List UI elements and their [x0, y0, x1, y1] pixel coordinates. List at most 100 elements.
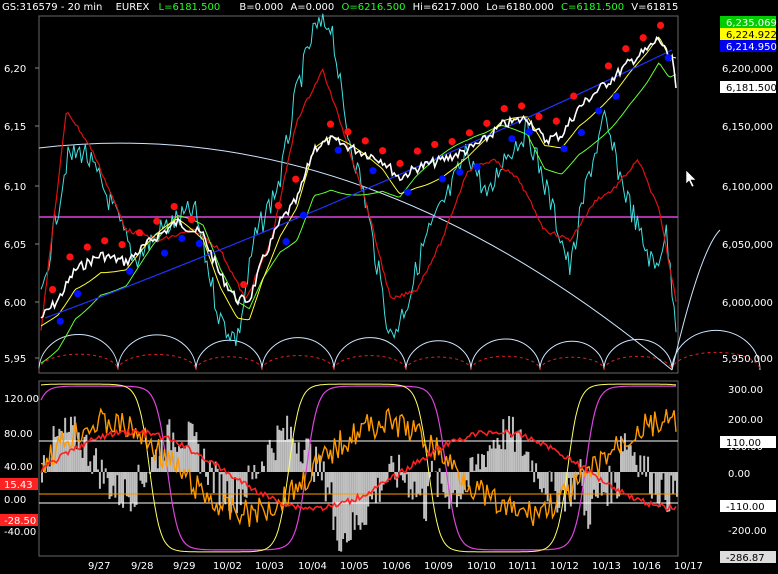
buy-dot	[334, 146, 342, 154]
histogram-bar	[455, 472, 458, 508]
histogram-bar	[110, 472, 113, 497]
price-line	[40, 35, 677, 319]
osc-tick-left: 120.00	[4, 394, 39, 405]
histogram-bar	[237, 472, 240, 490]
histogram-bar	[243, 472, 246, 497]
histogram-bar	[48, 466, 51, 472]
histogram-bar	[496, 437, 499, 472]
sell-dot	[170, 202, 178, 211]
sell-dot	[431, 140, 439, 149]
cycle-arc	[261, 337, 335, 371]
histogram-bar	[79, 449, 82, 472]
cycle-arc-large	[38, 142, 673, 371]
sell-dot	[500, 105, 508, 113]
histogram-bar	[154, 449, 157, 472]
histogram-bar	[577, 472, 580, 475]
histogram-bar	[558, 472, 561, 508]
exchange-label: EUREX	[115, 2, 150, 13]
histogram-bar	[639, 455, 642, 472]
osc-tick-left: -40.00	[4, 527, 36, 538]
sell-dot	[326, 120, 335, 128]
histogram-bar	[390, 455, 393, 472]
histogram-bar	[600, 472, 603, 496]
histogram-bar	[618, 472, 621, 497]
histogram-bar	[95, 448, 98, 472]
osc-left-tag: -28.50	[4, 516, 36, 527]
histogram-bar	[218, 472, 221, 506]
histogram-bar	[52, 426, 55, 472]
histogram-bar	[668, 472, 671, 512]
buy-dot	[473, 163, 481, 171]
date-label: 9/27	[88, 561, 110, 572]
histogram-bar	[212, 472, 215, 494]
histogram-bar	[382, 472, 385, 485]
buy-dot	[612, 92, 620, 100]
histogram-bar	[604, 472, 607, 493]
histogram-bar	[471, 456, 474, 472]
histogram-bar	[396, 472, 399, 488]
histogram-bar	[123, 472, 126, 480]
histogram-bar	[234, 472, 237, 478]
oscillator-panel[interactable]	[38, 380, 679, 557]
histogram-bar	[367, 472, 370, 507]
histogram-bar	[450, 472, 453, 503]
osc-left-tag-bg	[0, 514, 38, 526]
sell-dot	[135, 229, 144, 237]
cycle-arc	[333, 337, 407, 371]
histogram-bar	[365, 472, 368, 525]
date-label: 10/09	[424, 561, 453, 572]
sell-dot	[448, 137, 456, 146]
histogram-bar	[44, 472, 47, 473]
histogram-bar	[386, 472, 389, 483]
histogram-bar	[482, 455, 485, 472]
histogram-bar	[459, 472, 462, 500]
histogram-bar	[376, 472, 379, 478]
sell-dot	[361, 137, 369, 145]
sell-dot	[535, 113, 543, 121]
histogram-bar	[340, 472, 343, 552]
volume-label: V=61815	[631, 2, 679, 13]
buy-dot	[577, 128, 586, 137]
histogram-bar	[606, 472, 609, 506]
price-tag-bg	[720, 81, 776, 93]
histogram-bar	[392, 462, 395, 472]
histogram-bar	[235, 472, 238, 514]
price-tick-right: 6,200,000	[722, 64, 773, 75]
histogram-bar	[185, 446, 188, 472]
sell-dot	[66, 253, 74, 261]
cycle-arc-dashed	[470, 355, 541, 371]
histogram-bar	[328, 472, 331, 495]
price-tag-bg	[720, 16, 776, 28]
histogram-bar	[562, 472, 565, 491]
sell-dot	[604, 62, 613, 70]
histogram-bar	[286, 415, 289, 472]
price-panel[interactable]	[38, 13, 761, 374]
osc-right-tag: -110.00	[726, 502, 765, 513]
histogram-bar	[469, 457, 472, 472]
histogram-bar	[299, 461, 302, 472]
cycle-arc-dashed	[195, 356, 263, 371]
price-tick-right: 6,000,000	[722, 298, 773, 309]
sell-dot	[153, 217, 161, 225]
histogram-bar	[616, 472, 619, 499]
symbol-label: GS:316579 - 20 min	[2, 2, 103, 13]
histogram-bar	[69, 416, 72, 472]
histogram-bar	[457, 472, 460, 497]
histogram-bar	[623, 433, 626, 472]
axes: 6,20 6,15 6,10 6,05 6,00 5,95 6,200,000 6,150,0…	[0, 16, 777, 572]
high-label: Hi=6217.000	[412, 2, 480, 13]
histogram-bar	[652, 472, 655, 474]
histogram-bar	[567, 472, 570, 479]
osc-right-tag-bg	[720, 436, 776, 448]
histogram-bar	[452, 472, 455, 493]
histogram-bar	[538, 472, 541, 490]
red-oscillator	[40, 427, 677, 512]
histogram-bar	[197, 443, 200, 472]
histogram-bar	[411, 472, 414, 500]
histogram-bar	[372, 472, 375, 492]
price-tag-bg	[720, 40, 776, 52]
sell-dot	[240, 280, 248, 289]
histogram-bar	[133, 472, 136, 507]
histogram-bar	[419, 472, 422, 496]
